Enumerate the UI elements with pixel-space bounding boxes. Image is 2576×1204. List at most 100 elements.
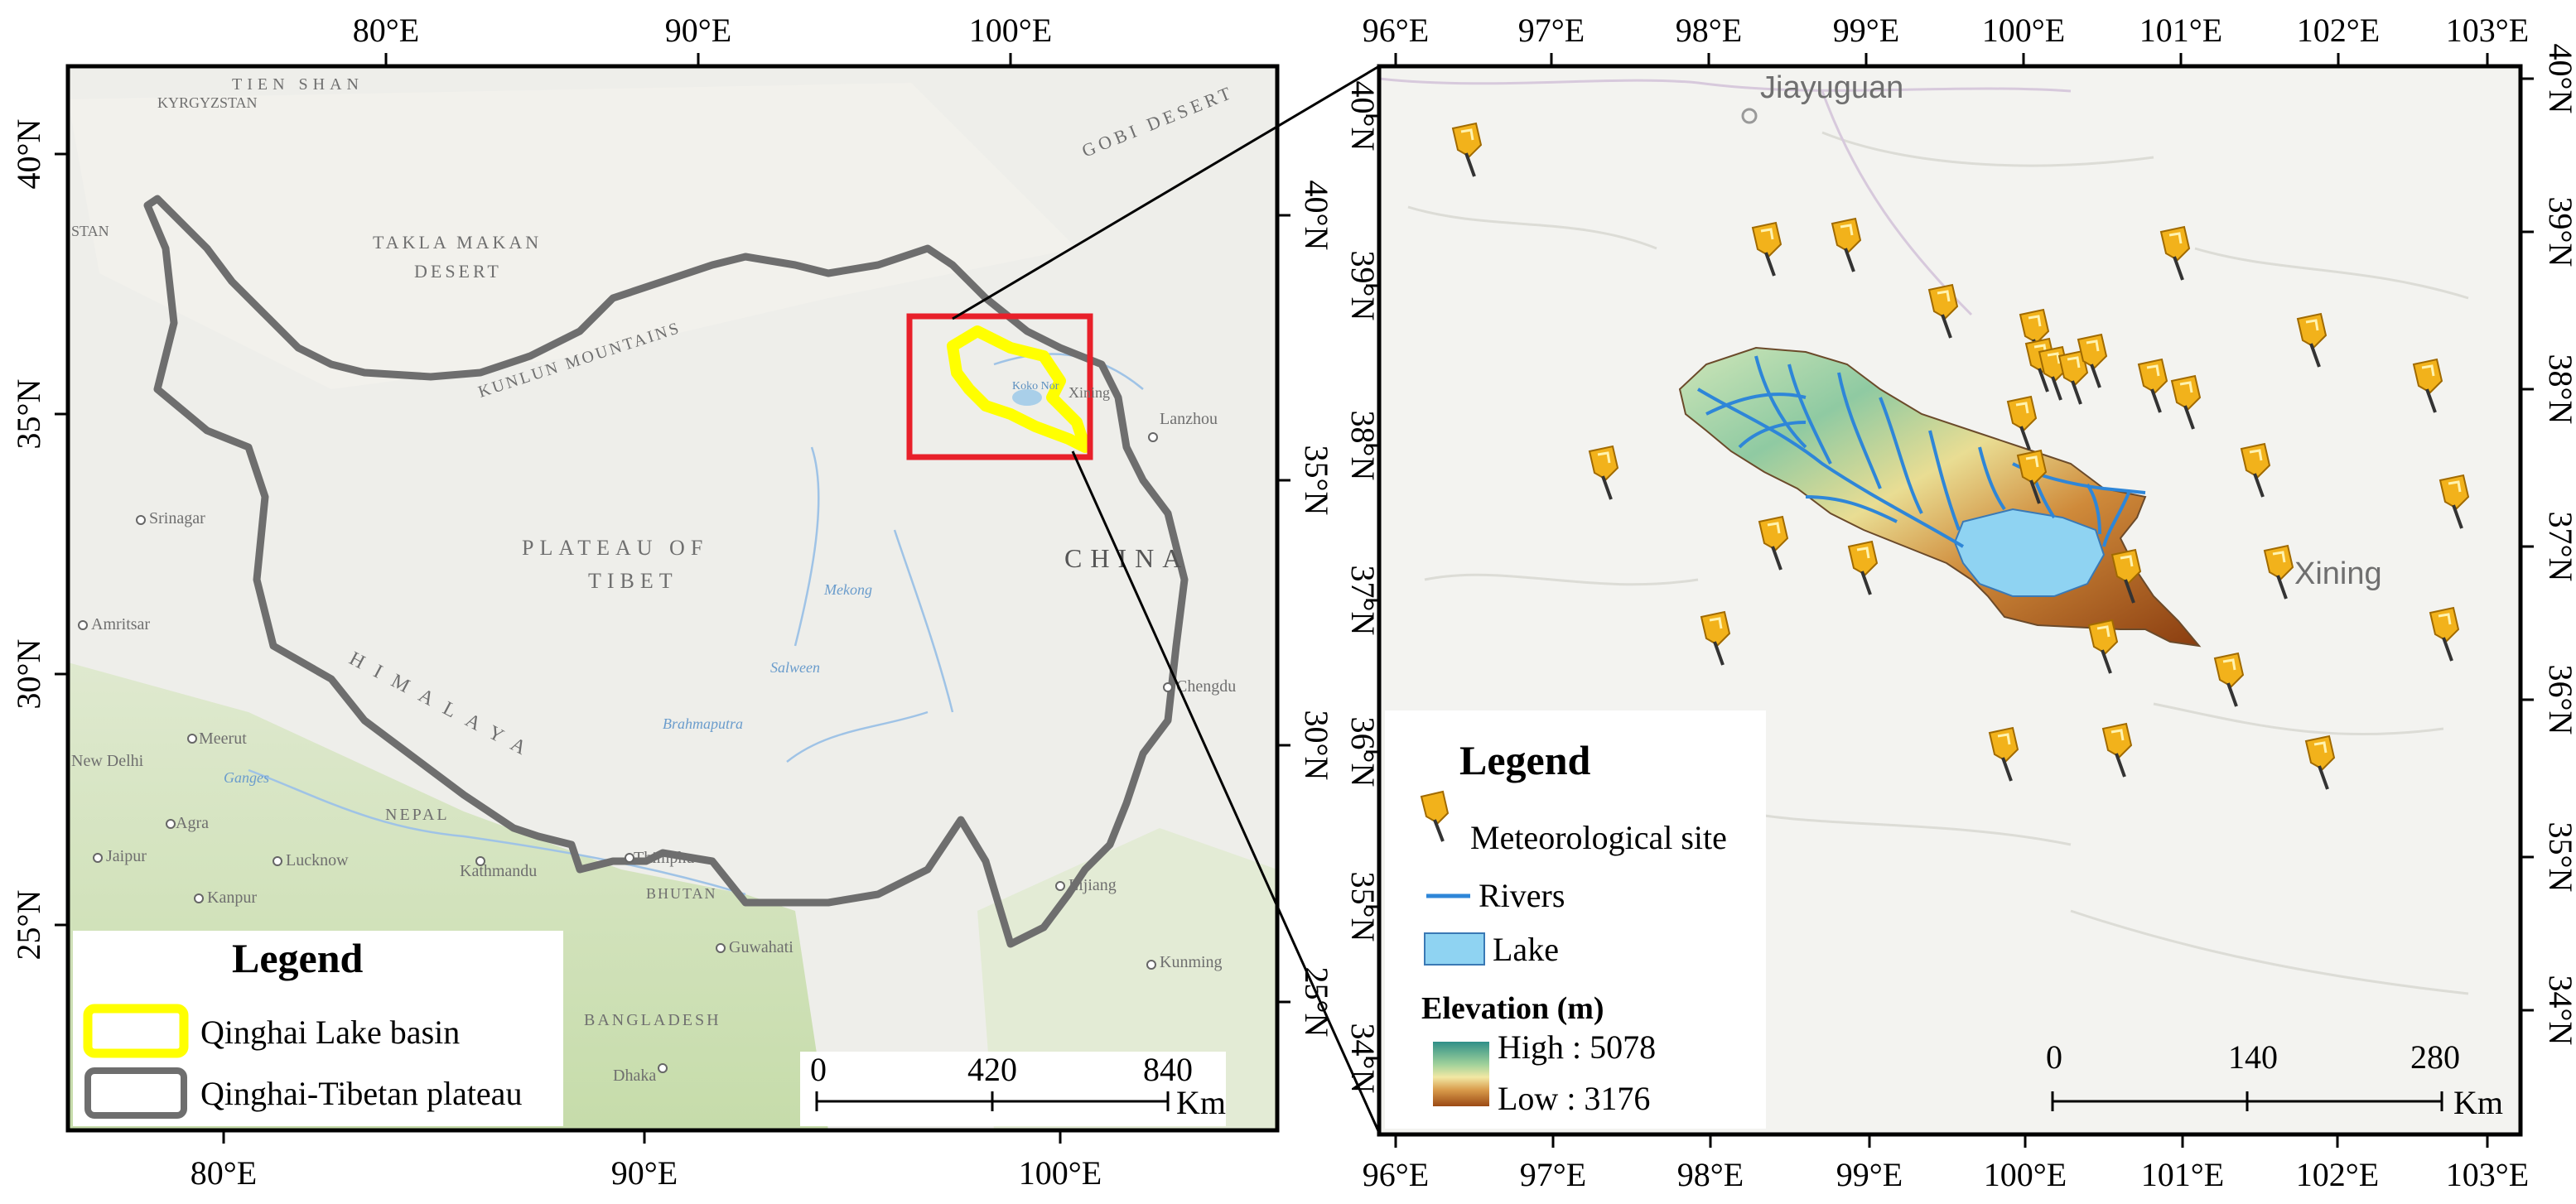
- right-top-tick: 96°E: [1363, 12, 1429, 49]
- qinghai-tibetan-plateau-outline: [143, 195, 1189, 948]
- left-legend-title: Legend: [232, 935, 364, 981]
- label-kanpur: Kanpur: [207, 889, 257, 907]
- label-jaipur: Jaipur: [106, 847, 147, 865]
- right-left-lat-tick: 34°N: [1344, 1023, 1382, 1094]
- right-detail-map: Jiayuguan Xining Legend Meteorological s…: [1344, 12, 2576, 1193]
- left-scale-840: 840: [1143, 1051, 1193, 1088]
- legend-label-site: Meteorological site: [1470, 819, 1727, 856]
- legend-pin-icon: [1420, 790, 1450, 842]
- legend-swatch-plateau: [84, 1067, 187, 1119]
- right-top-tick: 102°E: [2297, 12, 2380, 49]
- right-bottom-tick: 101°E: [2141, 1156, 2224, 1193]
- left-city-dots: [78, 432, 1173, 1073]
- right-bottom-tick: 103°E: [2446, 1156, 2529, 1193]
- right-right-lat-tick: 37°N: [2542, 512, 2576, 582]
- label-amritsar: Amritsar: [91, 615, 150, 633]
- left-lat-tick-25: 25°N: [10, 890, 47, 961]
- left-rlat-tick-30: 30°N: [1298, 710, 1335, 781]
- right-right-lat-tick: 38°N: [2542, 354, 2576, 425]
- left-top-tick-80: 80°E: [353, 12, 419, 49]
- right-bottom-tick: 102°E: [2296, 1156, 2379, 1193]
- label-meerut: Meerut: [199, 730, 247, 748]
- left-lat-tick-30: 30°N: [10, 639, 47, 710]
- label-salween: Salween: [770, 659, 820, 676]
- label-tien-shan: TIEN SHAN: [232, 75, 364, 94]
- left-map-frame: [65, 64, 1280, 1133]
- left-bottom-tick-100: 100°E: [1019, 1154, 1102, 1192]
- right-right-lat-tick: 35°N: [2542, 822, 2576, 893]
- connector-line-bottom: [1071, 450, 1381, 1134]
- right-left-lat-tick: 35°N: [1344, 872, 1382, 942]
- right-scale-unit: Km: [2453, 1084, 2503, 1121]
- right-left-lat-tick: 40°N: [1344, 81, 1382, 152]
- left-rlat-tick-35: 35°N: [1298, 445, 1335, 516]
- right-right-lat-tick: 34°N: [2542, 975, 2576, 1046]
- right-bottom-tick: 98°E: [1677, 1156, 1744, 1193]
- legend-elevation-ramp: [1433, 1042, 1489, 1106]
- label-kathmandu: Kathmandu: [460, 862, 537, 880]
- right-top-tick: 103°E: [2446, 12, 2529, 49]
- qinghai-lake-small: [1012, 389, 1042, 406]
- connector-line-top: [952, 65, 1380, 320]
- label-chengdu: Chengdu: [1176, 677, 1236, 696]
- left-tick-marks: [55, 53, 1290, 1144]
- label-mekong: Mekong: [823, 581, 872, 598]
- right-left-lat-tick: 38°N: [1344, 411, 1382, 481]
- label-thimphu: Thimphu: [634, 849, 694, 867]
- left-rlat-tick-40: 40°N: [1298, 181, 1335, 251]
- right-legend: Legend Meteorological site Rivers Lake E…: [1385, 710, 1766, 1129]
- right-left-lat-tick: 36°N: [1344, 717, 1382, 787]
- terrain-hatching: [1407, 131, 2469, 995]
- legend-label-lake: Lake: [1493, 931, 1559, 968]
- right-tick-labels: 96°E 97°E 98°E 99°E 100°E 101°E 102°E 103°E 96°E…: [1344, 12, 2576, 1193]
- right-right-lat-tick: 40°N: [2542, 44, 2576, 114]
- label-plateau-of: PLATEAU OF: [522, 536, 708, 560]
- right-right-lat-tick: 39°N: [2542, 197, 2576, 267]
- jiayuguan-dot: [1741, 108, 1758, 124]
- label-lijiang: Lijiang: [1069, 876, 1117, 894]
- qinghai-lake-basin-outline: [947, 325, 1091, 453]
- label-stan: STAN: [71, 223, 109, 239]
- legend-label-plateau: Qinghai-Tibetan plateau: [200, 1075, 522, 1112]
- right-bottom-tick: 100°E: [1984, 1156, 2067, 1193]
- right-top-tick: 101°E: [2139, 12, 2222, 49]
- label-china: CHINA: [1064, 543, 1189, 573]
- right-top-tick: 98°E: [1676, 12, 1742, 49]
- label-tibet: TIBET: [588, 569, 678, 593]
- right-bottom-tick: 97°E: [1520, 1156, 1586, 1193]
- left-scale-420: 420: [967, 1051, 1017, 1088]
- left-legend: Legend Qinghai Lake basin Qinghai-Tibeta…: [73, 931, 563, 1126]
- label-xining-right: Xining: [2294, 556, 2382, 591]
- legend-label-high: High : 5078: [1498, 1028, 1656, 1066]
- right-tick-marks: [1366, 53, 2534, 1148]
- right-scale-140: 140: [2228, 1038, 2278, 1076]
- left-scale-bar: 0 420 840 Km: [800, 1051, 1226, 1126]
- label-guwahati: Guwahati: [729, 938, 794, 956]
- right-top-tick: 99°E: [1833, 12, 1899, 49]
- label-srinagar: Srinagar: [149, 509, 205, 527]
- legend-swatch-basin: [83, 1004, 189, 1058]
- label-agra: Agra: [176, 814, 209, 832]
- label-desert: DESERT: [414, 261, 502, 282]
- right-legend-title: Legend: [1459, 737, 1591, 783]
- left-scale-0: 0: [810, 1051, 827, 1088]
- left-bottom-tick-90: 90°E: [611, 1154, 678, 1192]
- right-scale-0: 0: [2046, 1038, 2062, 1076]
- right-bottom-tick: 96°E: [1363, 1156, 1429, 1193]
- label-dhaka: Dhaka: [613, 1067, 656, 1085]
- left-top-tick-90: 90°E: [665, 12, 731, 49]
- legend-label-low: Low : 3176: [1498, 1080, 1650, 1117]
- label-xining-left: Xining: [1069, 384, 1110, 401]
- legend-label-rivers: Rivers: [1479, 877, 1565, 914]
- right-top-tick: 100°E: [1982, 12, 2065, 49]
- left-top-tick-100: 100°E: [969, 12, 1052, 49]
- label-bangladesh: BANGLADESH: [584, 1011, 721, 1029]
- label-kyrgyzstan: KYRGYZSTAN: [157, 94, 258, 111]
- label-koko-nor: Koko Nor: [1012, 380, 1059, 393]
- left-overview-map: TAKLA MAKAN DESERT KUNLUN MOUNTAINS PLAT…: [10, 12, 1335, 1192]
- right-right-lat-tick: 36°N: [2542, 665, 2576, 735]
- label-nepal: NEPAL: [385, 806, 450, 824]
- legend-label-basin: Qinghai Lake basin: [200, 1014, 460, 1051]
- inset-extent-box: [906, 313, 1093, 460]
